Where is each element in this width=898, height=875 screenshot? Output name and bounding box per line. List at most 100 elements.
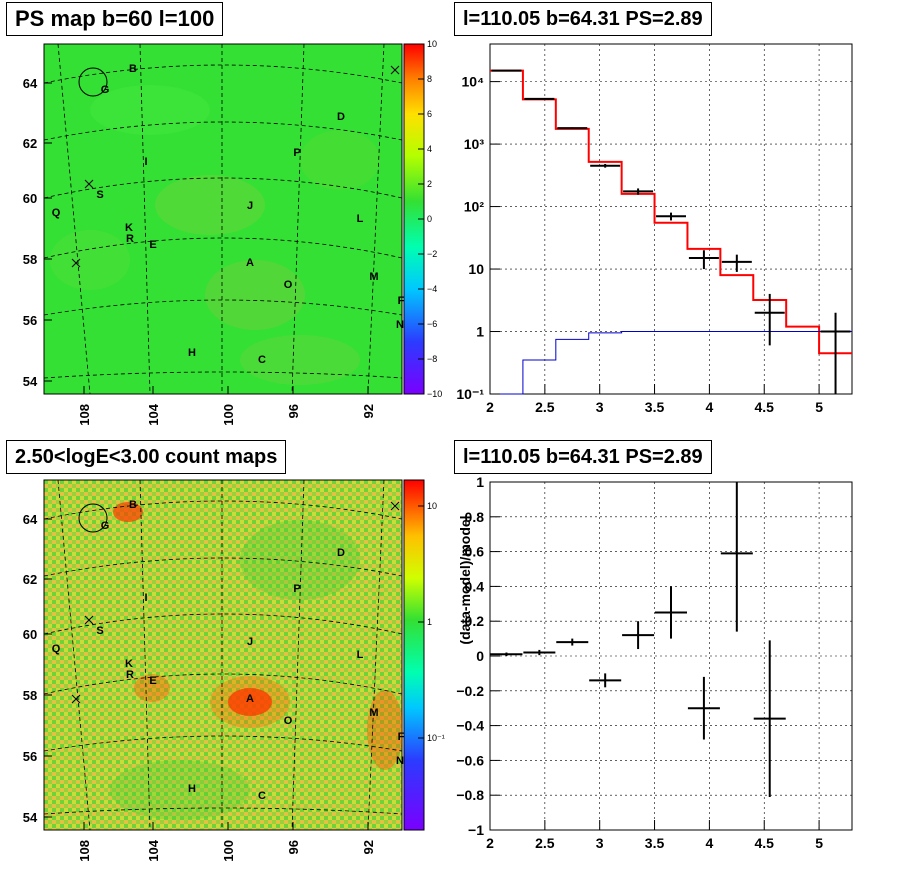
b-tick-54: 54 (23, 810, 38, 825)
residual-xtick-5: 5 (815, 835, 823, 851)
source-label-n: N (396, 755, 404, 767)
residual-ytick-4: 0.2 (465, 613, 485, 629)
source-label-d: D (337, 111, 345, 123)
spectrum-xtick-4.5: 4.5 (755, 399, 775, 415)
b-tick-54: 54 (23, 374, 38, 389)
l-tick-100: 100 (221, 404, 236, 426)
residual-ytick-3: 0.4 (465, 578, 485, 594)
residual-title: l=110.05 b=64.31 PS=2.89 (454, 440, 712, 474)
l-tick-96: 96 (286, 404, 301, 418)
residual-ytick-8: −0.6 (456, 752, 484, 768)
colorbar-tick-label-4: 2 (427, 179, 432, 189)
source-label-m: M (369, 707, 378, 719)
residual-xtick-2.5: 2.5 (535, 835, 555, 851)
spectrum-series-0 (490, 69, 852, 355)
l-tick-96: 96 (286, 840, 301, 854)
l-tick-108: 108 (77, 404, 92, 426)
residual-xtick-3: 3 (596, 835, 604, 851)
b-tick-64: 64 (23, 76, 38, 91)
spectrum-xtick-2: 2 (486, 399, 494, 415)
source-circle-marker (78, 67, 108, 97)
b-tick-62: 62 (23, 136, 37, 151)
source-label-r: R (126, 669, 134, 681)
colorbar-tick-label-9: −8 (427, 354, 437, 364)
source-label-b: B (129, 499, 137, 511)
parallel-line-4 (44, 121, 402, 141)
source-label-k: K (125, 222, 133, 234)
b-tick-58: 58 (23, 688, 37, 703)
spectrum-ytick-2: 10 (468, 261, 484, 277)
cross-marker-1 (84, 179, 94, 189)
source-label-p: P (293, 583, 300, 595)
meridian-line-1 (139, 44, 151, 394)
residual-panel: 2 2.5 3 3.5 4 4.5 5 1 0.8 0.6 0.4 0.2 0 −0.2 −0.4 −0.6 −… (456, 474, 853, 851)
spectrum-ytick-1: 1 (476, 324, 484, 340)
source-label-e: E (149, 675, 156, 687)
source-label-b: B (129, 63, 137, 75)
residual-xtick-2: 2 (486, 835, 494, 851)
residual-ytick-2: 0.6 (465, 544, 485, 560)
residual-xtick-4: 4 (705, 835, 713, 851)
count-map-axes: 54 56 58 60 62 64 108 104 100 96 92 (23, 512, 376, 862)
source-label-n: N (396, 319, 404, 331)
source-label-r: R (126, 233, 134, 245)
count-map-colorbar-ticks: 10 1 10⁻¹ (418, 501, 445, 743)
residual-axes: 2 2.5 3 3.5 4 4.5 5 1 0.8 0.6 0.4 0.2 0 −0.2 −0.4 −0.6 −… (456, 474, 823, 851)
l-tick-108: 108 (77, 840, 92, 862)
count-map-texture (110, 502, 402, 820)
meridian-line-0 (57, 44, 91, 394)
b-tick-56: 56 (23, 313, 37, 328)
parallel-line-5 (44, 500, 402, 520)
b-tick-64: 64 (23, 512, 38, 527)
l-tick-92: 92 (361, 840, 376, 854)
colorbar-tick-label-8: −6 (427, 319, 437, 329)
colorbar-tick-label-5: 0 (427, 214, 432, 224)
source-label-f: F (398, 731, 405, 743)
count-map-coordinate-grid (44, 480, 402, 830)
colorbar-tick-label-1: 8 (427, 74, 432, 84)
spectrum-xtick-2.5: 2.5 (535, 399, 555, 415)
source-label-q: Q (52, 643, 61, 655)
ps-map-colorbar-ticks: 10 8 6 4 2 0 −2 −4 −6 −8 −10 (418, 39, 442, 399)
source-label-s: S (96, 189, 103, 201)
meridian-line-4 (367, 44, 385, 394)
spectrum-ytick-5: 10⁴ (462, 74, 485, 90)
count-map-colorbar (403, 479, 425, 831)
source-label-d: D (337, 547, 345, 559)
source-label-a: A (246, 257, 254, 269)
parallel-line-0 (44, 371, 402, 379)
b-tick-56: 56 (23, 749, 37, 764)
l-tick-104: 104 (146, 403, 161, 425)
source-label-c: C (258, 790, 266, 802)
source-circle-marker (78, 503, 108, 533)
residual-ytick-7: −0.4 (456, 718, 484, 734)
source-label-c: C (258, 354, 266, 366)
residual-ytick-5: 0 (476, 648, 484, 664)
residual-ylabel: (data-model)/model (457, 515, 473, 644)
residual-ytick-9: −0.8 (456, 787, 484, 803)
meridian-line-0 (57, 480, 91, 830)
ps-map-title: PS map b=60 l=100 (6, 2, 224, 36)
spectrum-axes: 2 2.5 3 3.5 4 4.5 5 10⁻¹ 1 10 10² 10³ 10⁴ (456, 74, 823, 415)
source-label-f: F (398, 295, 405, 307)
meridian-line-4 (367, 480, 385, 830)
b-tick-60: 60 (23, 627, 37, 642)
residual-ytick-0: 1 (476, 474, 484, 490)
spectrum-xtick-3.5: 3.5 (645, 399, 665, 415)
source-label-a: A (246, 693, 254, 705)
source-label-p: P (293, 147, 300, 159)
source-label-h: H (188, 347, 196, 359)
residual-xtick-4.5: 4.5 (755, 835, 775, 851)
residual-ytick-6: −0.2 (456, 683, 484, 699)
colorbar-tick-label-0: 10 (427, 39, 437, 49)
parallel-line-1 (44, 735, 402, 752)
cross-marker-2 (71, 694, 81, 704)
source-label-s: S (96, 625, 103, 637)
count-map-plot-area[interactable] (43, 479, 403, 831)
l-tick-104: 104 (146, 839, 161, 861)
b-tick-60: 60 (23, 191, 37, 206)
parallel-line-4 (44, 557, 402, 577)
